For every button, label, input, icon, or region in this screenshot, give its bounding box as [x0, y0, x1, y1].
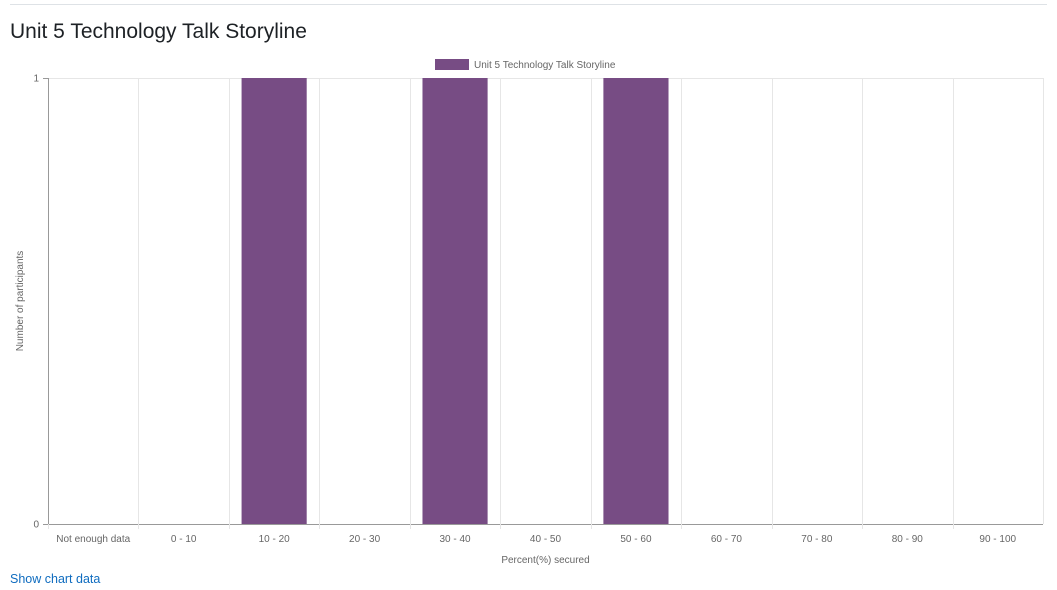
bar-chart: 0 1 Not enough data 0 - 10 10 - 20 20 - 30 30 …: [15, 59, 1044, 566]
legend-label[interactable]: Unit 5 Technology Talk Storyline: [474, 60, 616, 71]
x-tick-label: 10 - 20: [259, 534, 291, 545]
x-tick-label: 40 - 50: [530, 534, 562, 545]
y-tick-label: 0: [33, 520, 39, 531]
x-tick-label: 30 - 40: [439, 534, 471, 545]
bar-30-40: [422, 78, 488, 524]
x-tick-label: Not enough data: [56, 534, 130, 545]
y-axis-title: Number of participants: [15, 251, 26, 352]
bar-50-60: [603, 78, 669, 524]
y-tick-label: 1: [33, 74, 39, 85]
x-tick-label: 80 - 90: [892, 534, 924, 545]
x-tick-label: 60 - 70: [711, 534, 743, 545]
axes: 0 1 Not enough data 0 - 10 10 - 20 20 - 30 30 …: [33, 74, 1043, 545]
bars: [241, 78, 669, 524]
x-tick-label: 20 - 30: [349, 534, 381, 545]
x-tick-label: 50 - 60: [620, 534, 652, 545]
grid-lines: [48, 78, 1044, 524]
x-axis-title: Percent(%) secured: [501, 555, 589, 566]
x-tick-label: 70 - 80: [801, 534, 833, 545]
show-chart-data-link[interactable]: Show chart data: [10, 572, 101, 586]
legend-swatch[interactable]: [435, 59, 469, 70]
x-tick-label: 90 - 100: [979, 534, 1016, 545]
page-title: Unit 5 Technology Talk Storyline: [10, 20, 307, 43]
top-divider: [10, 4, 1047, 5]
x-tick-label: 0 - 10: [171, 534, 197, 545]
legend[interactable]: Unit 5 Technology Talk Storyline: [435, 59, 616, 71]
bar-10-20: [241, 78, 307, 524]
chart-container: 0 1 Not enough data 0 - 10 10 - 20 20 - 30 30 …: [0, 50, 1057, 570]
